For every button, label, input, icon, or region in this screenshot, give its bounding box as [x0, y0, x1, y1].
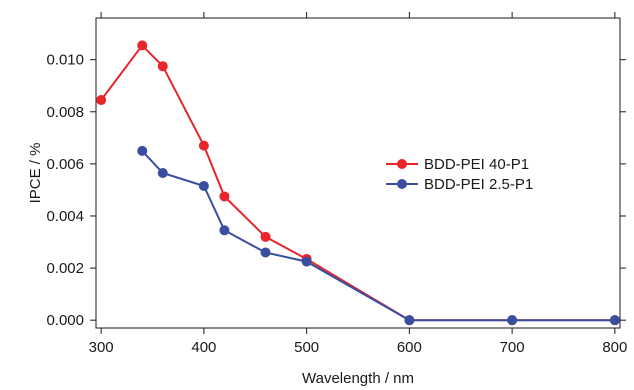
- legend-marker-2: [397, 179, 407, 189]
- data-point-2: [198, 181, 209, 192]
- legend: BDD-PEI 40-P1 BDD-PEI 2.5-P1: [386, 156, 533, 193]
- x-axis-ticks: 300 400 500 600 700 800: [89, 12, 627, 356]
- y-tick-label: 0.004: [46, 208, 84, 225]
- data-point-1: [219, 191, 230, 202]
- series-layer: [96, 40, 620, 326]
- legend-marker-1: [397, 159, 407, 169]
- y-tick-label: 0.000: [46, 312, 84, 329]
- series-line-1: [100, 43, 615, 322]
- data-point-2: [260, 247, 271, 258]
- x-tick-label: 300: [89, 339, 114, 356]
- legend-label-1: BDD-PEI 40-P1: [424, 156, 529, 173]
- x-tick-label: 500: [294, 339, 319, 356]
- data-point-2: [157, 168, 168, 178]
- x-tick-label: 600: [397, 339, 422, 356]
- data-point-1: [96, 95, 107, 106]
- y-axis-ticks: 0.000 0.002 0.004 0.006 0.008 0.010: [46, 52, 626, 329]
- data-point-1: [260, 231, 271, 242]
- data-point-2: [137, 145, 148, 156]
- data-point-2: [301, 256, 312, 267]
- data-point-2: [404, 315, 415, 326]
- data-point-1: [157, 61, 168, 72]
- y-tick-label: 0.010: [46, 52, 84, 69]
- x-tick-label: 800: [602, 339, 627, 356]
- y-tick-label: 0.002: [46, 260, 84, 277]
- data-point-1: [198, 140, 209, 151]
- data-point-2: [507, 315, 518, 326]
- x-tick-label: 700: [500, 339, 525, 356]
- data-point-2: [609, 315, 620, 326]
- data-point-1: [137, 40, 148, 51]
- y-axis-title: IPCE / %: [27, 143, 44, 204]
- data-point-2: [219, 225, 230, 236]
- legend-label-2: BDD-PEI 2.5-P1: [424, 176, 533, 193]
- series-line-2: [141, 150, 615, 322]
- x-axis-title: Wavelength / nm: [302, 370, 414, 387]
- plot-frame: [95, 17, 621, 329]
- y-tick-label: 0.008: [46, 104, 84, 121]
- x-tick-label: 400: [191, 339, 216, 356]
- y-tick-label: 0.006: [46, 156, 84, 173]
